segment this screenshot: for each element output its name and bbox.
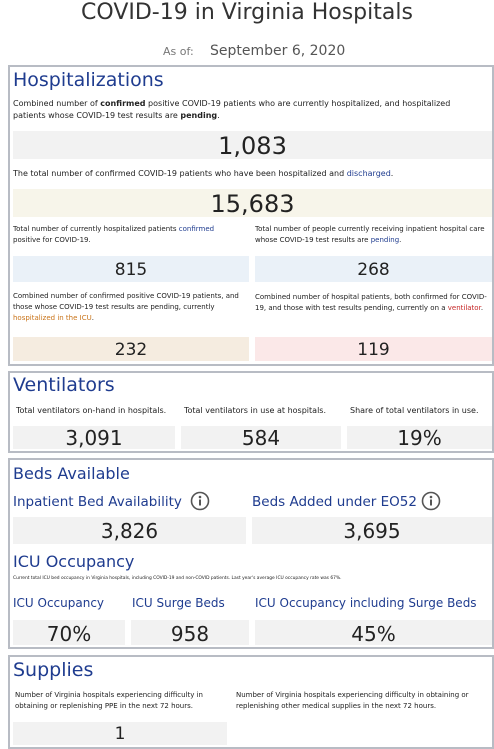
text: Combined number of confirmed positive CO… xyxy=(13,292,239,311)
text: hospitalized in the ICU xyxy=(13,314,92,322)
panel xyxy=(8,655,494,749)
info-icon[interactable] xyxy=(190,491,210,511)
text: . xyxy=(390,169,394,178)
text: positive for COVID-19. xyxy=(13,236,91,244)
text: confirmed xyxy=(100,99,146,108)
label: Total ventilators in use at hospitals. xyxy=(184,406,326,415)
text: ventilator xyxy=(447,304,481,312)
label: ICU Occupancy xyxy=(13,596,105,610)
panel xyxy=(8,371,494,453)
value: 70% xyxy=(13,620,125,646)
value: 584 xyxy=(181,426,341,450)
text: positive COVID-19 patients who are curre… xyxy=(13,99,451,120)
value: 1,083 xyxy=(13,131,492,160)
value: 15,683 xyxy=(13,189,492,218)
description: Number of Virginia hospitals experiencin… xyxy=(236,691,469,710)
text: confirmed xyxy=(178,225,215,233)
label: Inpatient Bed Availability xyxy=(13,494,182,510)
text: Total number of currently hospitalized p… xyxy=(13,225,179,233)
panel xyxy=(8,65,494,366)
description: Combined number of confirmed positive CO… xyxy=(13,98,483,122)
value: 232 xyxy=(13,337,249,361)
value: 815 xyxy=(13,256,249,282)
description: The total number of confirmed COVID-19 p… xyxy=(13,168,483,180)
label: Share of total ventilators in use. xyxy=(350,406,479,415)
text: Combined number of xyxy=(13,99,101,108)
section-title: Supplies xyxy=(13,659,94,681)
value: 19% xyxy=(347,426,492,450)
as-of-label: As of: xyxy=(163,45,194,58)
text: . xyxy=(217,111,220,120)
date: September 6, 2020 xyxy=(210,43,346,59)
description: Total number of currently hospitalized p… xyxy=(13,224,233,246)
description: Combined number of confirmed positive CO… xyxy=(13,291,249,324)
text: . xyxy=(480,304,484,312)
value: 45% xyxy=(255,620,492,646)
section-title: ICU Occupancy xyxy=(13,552,135,571)
note: Current total ICU bed occupancy in Virgi… xyxy=(13,576,342,581)
value: 958 xyxy=(131,620,249,646)
label: ICU Surge Beds xyxy=(132,596,225,610)
text: pending xyxy=(370,236,400,244)
label: Total ventilators on-hand in hospitals. xyxy=(16,406,167,415)
text: . xyxy=(91,314,94,322)
value: 3,695 xyxy=(252,517,492,544)
description: Combined number of hospital patients, bo… xyxy=(255,292,490,314)
label: ICU Occupancy including Surge Beds xyxy=(255,596,477,610)
text: The total number of confirmed COVID-19 p… xyxy=(13,169,347,178)
info-icon[interactable] xyxy=(421,491,441,511)
label: Beds Added under EO52 xyxy=(252,494,417,510)
description: Total number of people currently receivi… xyxy=(255,224,490,246)
text: Total number of people currently receivi… xyxy=(255,225,485,244)
panel xyxy=(8,458,494,649)
text: Combined number of hospital patients, bo… xyxy=(255,293,487,312)
value: 3,091 xyxy=(13,426,175,450)
value: 3,826 xyxy=(13,517,246,544)
title: COVID-19 in Virginia Hospitals xyxy=(81,0,413,25)
value: 268 xyxy=(255,256,492,282)
section-title: Ventilators xyxy=(13,374,115,396)
text: discharged xyxy=(346,169,391,178)
text: . xyxy=(399,236,402,244)
section-title: Beds Available xyxy=(13,464,130,483)
section-title: Hospitalizations xyxy=(13,69,164,91)
value: 119 xyxy=(255,337,492,361)
text: pending xyxy=(180,111,218,120)
description: Number of Virginia hospitals experiencin… xyxy=(15,691,203,710)
value: 1 xyxy=(13,722,227,745)
